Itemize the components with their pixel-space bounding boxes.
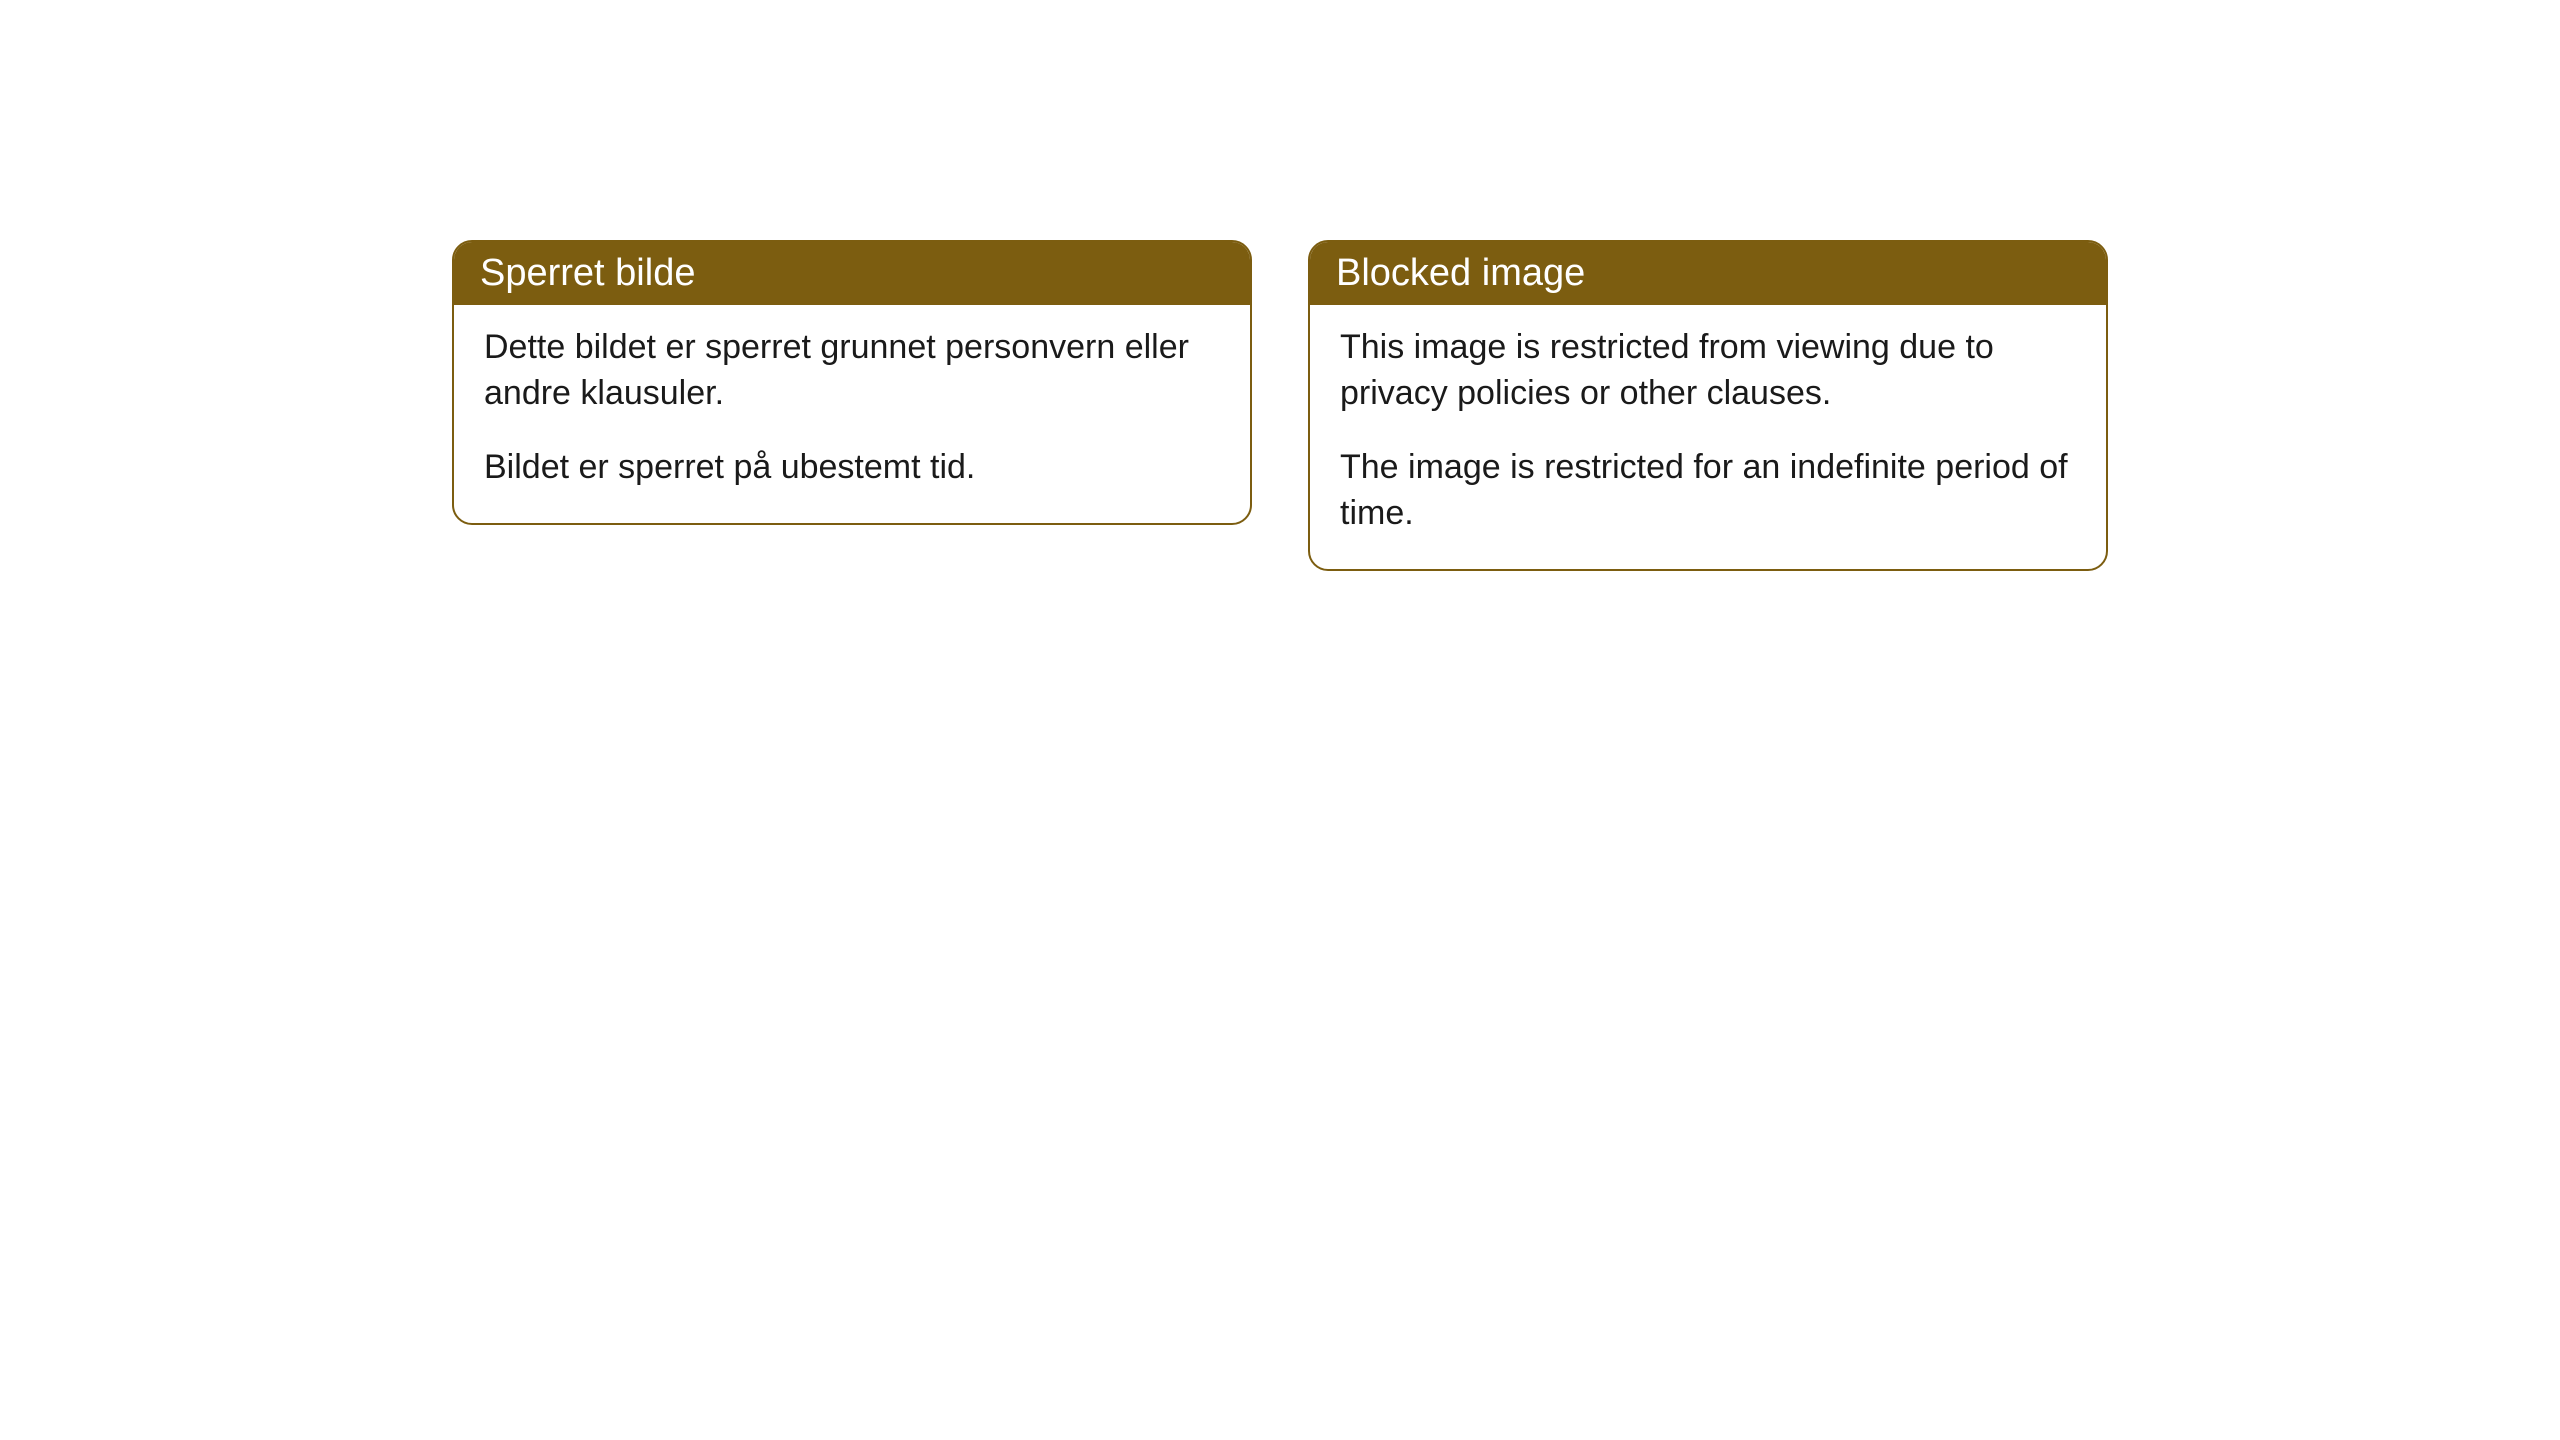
card-paragraph-en-2: The image is restricted for an indefinit… [1340, 445, 2076, 537]
card-title-no: Sperret bilde [480, 252, 695, 294]
card-paragraph-en-1: This image is restricted from viewing du… [1340, 325, 2076, 417]
card-paragraph-no-1: Dette bildet er sperret grunnet personve… [484, 325, 1220, 417]
blocked-image-card-no: Sperret bilde Dette bildet er sperret gr… [452, 240, 1252, 525]
card-header-en: Blocked image [1310, 242, 2106, 305]
card-body-en: This image is restricted from viewing du… [1310, 305, 2106, 569]
card-paragraph-no-2: Bildet er sperret på ubestemt tid. [484, 445, 1220, 491]
blocked-image-card-en: Blocked image This image is restricted f… [1308, 240, 2108, 571]
card-title-en: Blocked image [1336, 252, 1585, 294]
card-header-no: Sperret bilde [454, 242, 1250, 305]
card-body-no: Dette bildet er sperret grunnet personve… [454, 305, 1250, 523]
